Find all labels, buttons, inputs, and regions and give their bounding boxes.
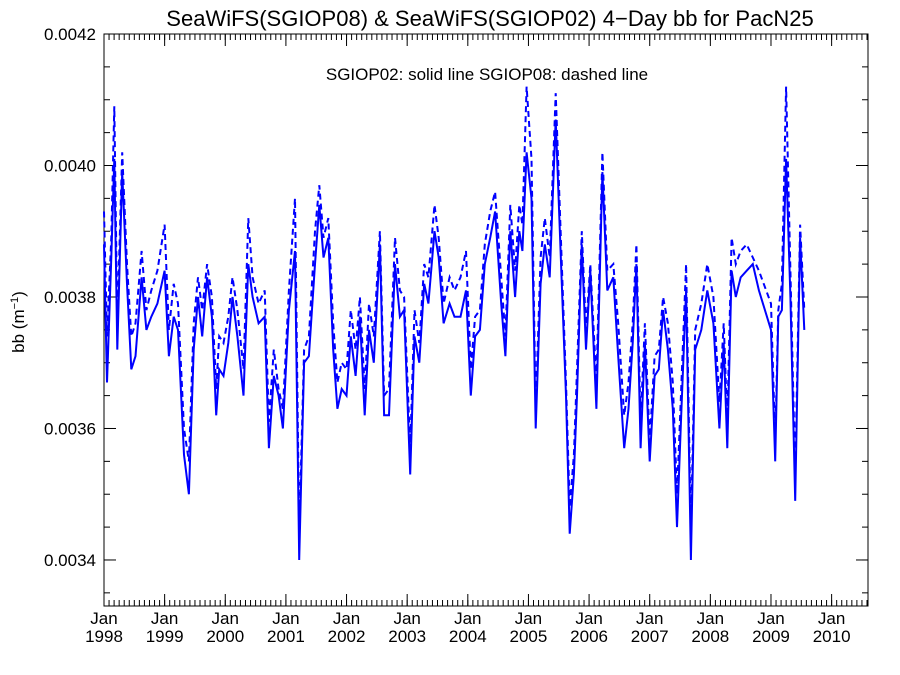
chart-annotation: SGIOP02: solid line SGIOP08: dashed line [326, 65, 648, 84]
x-tick-month-label: Jan [393, 609, 420, 628]
y-tick-label: 0.0040 [44, 156, 96, 175]
x-tick-year-label: 2002 [328, 627, 366, 646]
x-tick-year-label: 1999 [146, 627, 184, 646]
plot-area [103, 33, 869, 607]
y-axis-label-close: ) [9, 291, 28, 297]
x-tick-year-label: 2010 [813, 627, 851, 646]
plot-frame [103, 33, 869, 607]
x-tick-month-label: Jan [272, 609, 299, 628]
series-line-sgiop02 [103, 119, 806, 561]
y-tick-label: 0.0034 [44, 551, 96, 570]
x-tick-month-label: Jan [212, 609, 239, 628]
x-tick-month-label: Jan [575, 609, 602, 628]
x-tick-year-label: 1998 [85, 627, 123, 646]
x-tick-month-label: Jan [818, 609, 845, 628]
x-tick-month-label: Jan [151, 609, 178, 628]
x-tick-year-label: 2008 [691, 627, 729, 646]
y-axis-label: bb (m−1) [9, 291, 28, 353]
x-tick-month-label: Jan [757, 609, 784, 628]
x-tick-month-label: Jan [515, 609, 542, 628]
y-tick-label: 0.0036 [44, 419, 96, 438]
x-tick-year-label: 2004 [449, 627, 487, 646]
x-axis-ticks: Jan1998Jan1999Jan2000Jan2001Jan2002Jan20… [85, 34, 868, 646]
x-tick-year-label: 2005 [510, 627, 548, 646]
y-tick-label: 0.0042 [44, 25, 96, 44]
x-tick-month-label: Jan [333, 609, 360, 628]
y-axis-ticks: 0.0034 0.0036 0.0038 0.0040 0.0042 [44, 25, 868, 594]
x-tick-month-label: Jan [636, 609, 663, 628]
x-tick-year-label: 2009 [752, 627, 790, 646]
x-tick-month-label: Jan [454, 609, 481, 628]
y-axis-label-sup: −1 [9, 297, 21, 310]
x-tick-month-label: Jan [90, 609, 117, 628]
series-line-sgiop08 [103, 86, 806, 534]
series-group [103, 86, 806, 561]
x-tick-year-label: 2000 [206, 627, 244, 646]
chart-title: SeaWiFS(SGIOP08) & SeaWiFS(SGIOP02) 4−Da… [166, 6, 813, 31]
x-tick-month-label: Jan [697, 609, 724, 628]
y-axis-label-main: bb (m [9, 309, 28, 352]
x-tick-year-label: 2003 [388, 627, 426, 646]
y-tick-label: 0.0038 [44, 288, 96, 307]
x-tick-year-label: 2006 [570, 627, 608, 646]
x-tick-year-label: 2001 [267, 627, 305, 646]
x-tick-year-label: 2007 [631, 627, 669, 646]
